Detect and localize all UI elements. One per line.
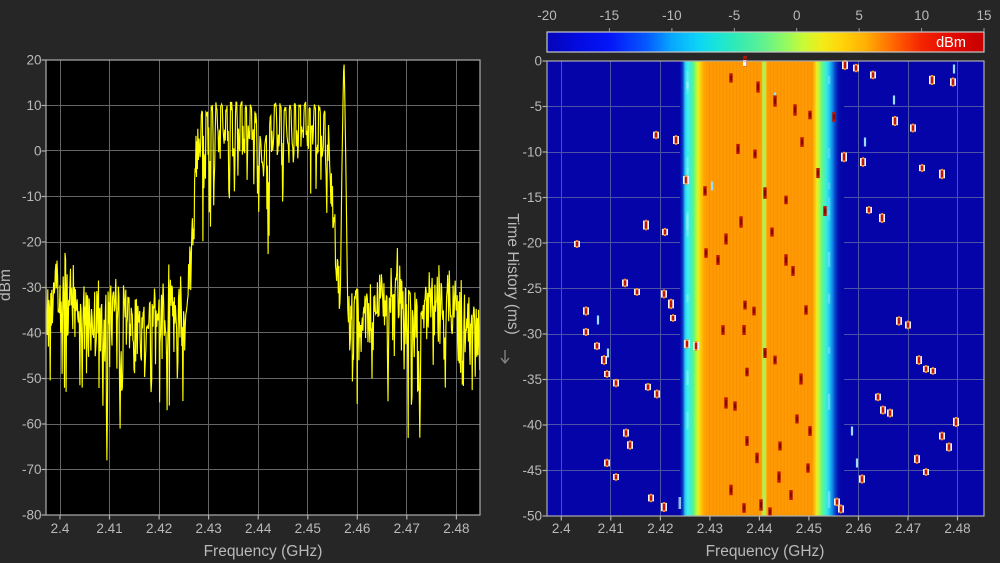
- svg-text:-25: -25: [522, 281, 542, 296]
- svg-text:10: 10: [914, 8, 929, 23]
- svg-text:-30: -30: [22, 280, 42, 295]
- svg-text:dBm: dBm: [936, 35, 966, 51]
- svg-text:2.44: 2.44: [746, 521, 773, 536]
- svg-text:15: 15: [976, 8, 991, 23]
- svg-text:-80: -80: [22, 508, 42, 523]
- svg-text:2.41: 2.41: [598, 521, 624, 536]
- svg-text:2.42: 2.42: [647, 521, 673, 536]
- svg-text:Frequency (GHz): Frequency (GHz): [706, 543, 825, 560]
- svg-text:-15: -15: [600, 8, 620, 23]
- svg-text:2.47: 2.47: [394, 521, 420, 536]
- svg-text:2.46: 2.46: [344, 521, 370, 536]
- svg-text:-30: -30: [522, 327, 542, 342]
- svg-text:2.48: 2.48: [944, 521, 970, 536]
- svg-text:-10: -10: [522, 145, 542, 160]
- svg-text:2.42: 2.42: [146, 521, 172, 536]
- svg-text:2.44: 2.44: [245, 521, 272, 536]
- svg-text:2.43: 2.43: [195, 521, 221, 536]
- svg-text:-10: -10: [22, 189, 42, 204]
- svg-text:-45: -45: [522, 463, 542, 478]
- svg-text:5: 5: [855, 8, 863, 23]
- svg-text:0: 0: [34, 144, 42, 159]
- svg-text:-20: -20: [537, 8, 557, 23]
- svg-text:2.4: 2.4: [51, 521, 70, 536]
- svg-text:10: 10: [26, 98, 41, 113]
- svg-text:-60: -60: [22, 417, 42, 432]
- svg-text:-15: -15: [522, 190, 542, 205]
- svg-text:-10: -10: [662, 8, 682, 23]
- svg-text:Time History (ms): Time History (ms): [504, 213, 521, 335]
- svg-text:-5: -5: [728, 8, 740, 23]
- svg-text:dBm: dBm: [0, 269, 14, 301]
- svg-text:2.45: 2.45: [295, 521, 321, 536]
- svg-text:-50: -50: [22, 371, 42, 386]
- svg-text:0: 0: [534, 54, 542, 69]
- svg-text:2.43: 2.43: [697, 521, 723, 536]
- svg-text:2.45: 2.45: [796, 521, 822, 536]
- svg-text:0: 0: [793, 8, 801, 23]
- svg-text:2.47: 2.47: [895, 521, 921, 536]
- svg-text:-35: -35: [522, 372, 542, 387]
- svg-text:-5: -5: [530, 99, 542, 114]
- svg-text:-70: -70: [22, 462, 42, 477]
- svg-text:-20: -20: [522, 236, 542, 251]
- svg-text:2.48: 2.48: [443, 521, 469, 536]
- svg-text:-40: -40: [522, 418, 542, 433]
- svg-text:-50: -50: [522, 509, 542, 524]
- svg-text:20: 20: [26, 53, 41, 68]
- svg-text:-20: -20: [22, 235, 42, 250]
- svg-text:2.4: 2.4: [552, 521, 571, 536]
- svg-text:2.41: 2.41: [96, 521, 122, 536]
- svg-text:Frequency (GHz): Frequency (GHz): [204, 543, 323, 560]
- svg-text:-40: -40: [22, 326, 42, 341]
- svg-text:2.46: 2.46: [845, 521, 871, 536]
